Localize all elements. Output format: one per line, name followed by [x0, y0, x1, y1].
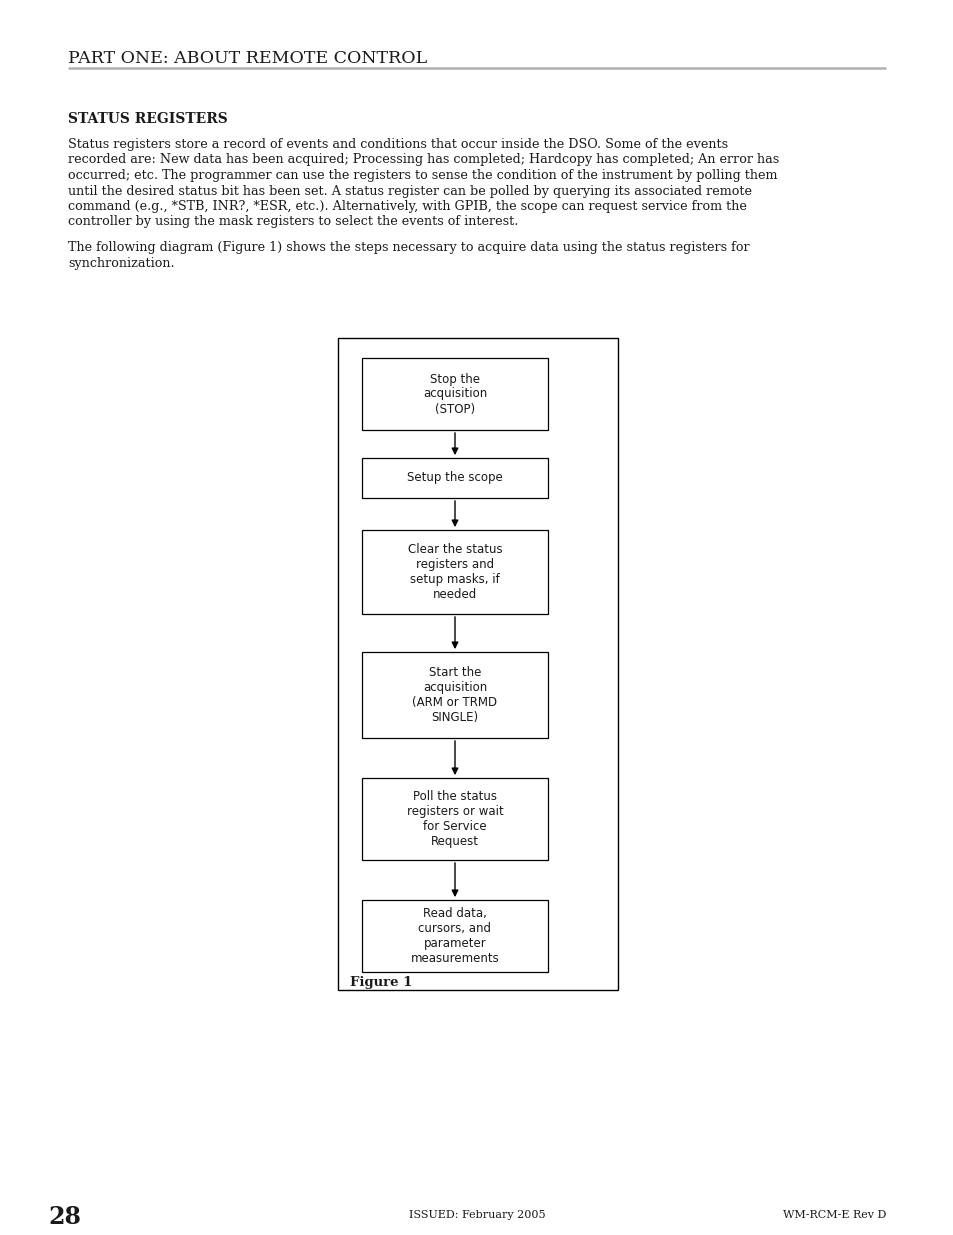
Text: WM-RCM-E Rev D: WM-RCM-E Rev D: [781, 1210, 885, 1220]
Text: Read data,
cursors, and
parameter
measurements: Read data, cursors, and parameter measur…: [410, 906, 498, 965]
Bar: [361, 652, 547, 739]
Text: 28: 28: [48, 1205, 81, 1229]
Text: The following diagram (Figure 1) shows the steps necessary to acquire data using: The following diagram (Figure 1) shows t…: [68, 241, 749, 254]
Bar: [361, 900, 547, 972]
Text: Clear the status
registers and
setup masks, if
needed: Clear the status registers and setup mas…: [407, 543, 502, 601]
Text: Status registers store a record of events and conditions that occur inside the D: Status registers store a record of event…: [68, 138, 727, 151]
Text: Figure 1: Figure 1: [350, 976, 412, 989]
Bar: [361, 530, 547, 614]
Text: STATUS REGISTERS: STATUS REGISTERS: [68, 112, 228, 126]
Text: occurred; etc. The programmer can use the registers to sense the condition of th: occurred; etc. The programmer can use th…: [68, 169, 777, 182]
Text: controller by using the mask registers to select the events of interest.: controller by using the mask registers t…: [68, 215, 517, 228]
Text: Setup the scope: Setup the scope: [407, 472, 502, 484]
Text: recorded are: New data has been acquired; Processing has completed; Hardcopy has: recorded are: New data has been acquired…: [68, 153, 779, 167]
Bar: [361, 458, 547, 498]
Bar: [361, 778, 547, 860]
Text: until the desired status bit has been set. A status register can be polled by qu: until the desired status bit has been se…: [68, 184, 751, 198]
Text: synchronization.: synchronization.: [68, 257, 174, 269]
Text: Stop the
acquisition
(STOP): Stop the acquisition (STOP): [422, 373, 487, 415]
Bar: [337, 338, 618, 990]
Text: Start the
acquisition
(ARM or TRMD
SINGLE): Start the acquisition (ARM or TRMD SINGL…: [412, 666, 497, 724]
Text: Poll the status
registers or wait
for Service
Request: Poll the status registers or wait for Se…: [406, 790, 503, 848]
Bar: [361, 358, 547, 430]
Text: PART ONE: ABOUT REMOTE CONTROL: PART ONE: ABOUT REMOTE CONTROL: [68, 49, 427, 67]
Text: command (e.g., *STB, INR?, *ESR, etc.). Alternatively, with GPIB, the scope can : command (e.g., *STB, INR?, *ESR, etc.). …: [68, 200, 746, 212]
Text: ISSUED: February 2005: ISSUED: February 2005: [408, 1210, 545, 1220]
